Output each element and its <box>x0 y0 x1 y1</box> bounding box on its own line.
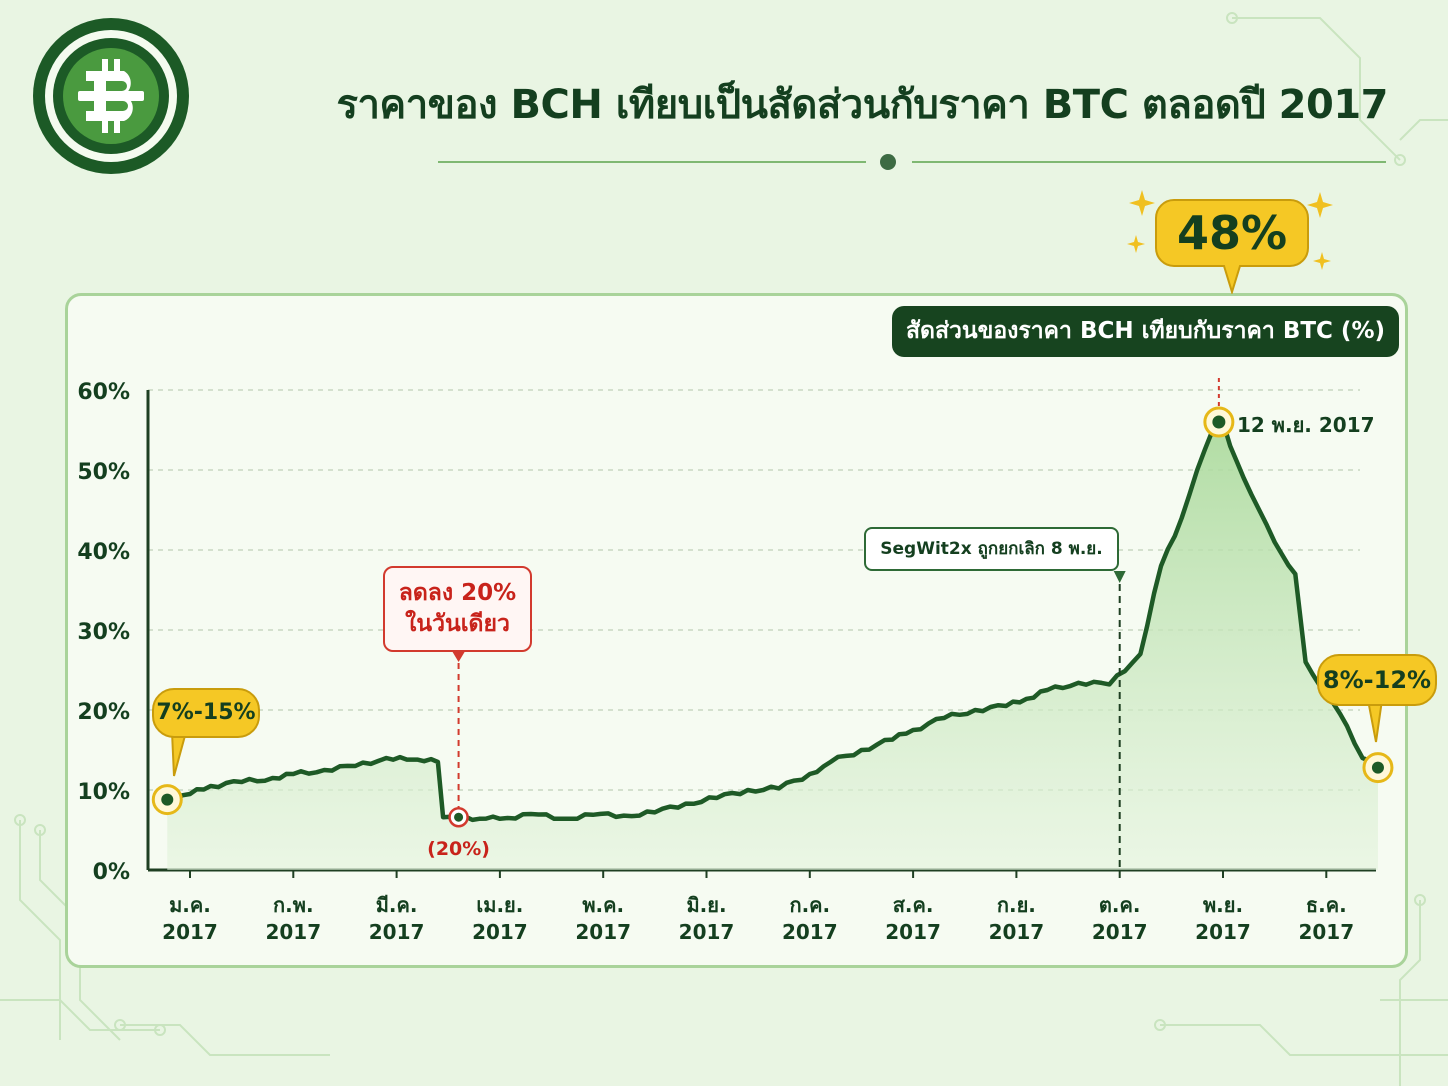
end-range-callout: 8%-12% <box>1317 654 1437 706</box>
x-tick-label-year: 2017 <box>885 920 941 944</box>
y-tick-label: 0% <box>93 860 130 885</box>
highlight-bubble <box>1155 199 1309 294</box>
peak-marker-dot <box>1212 415 1226 429</box>
x-tick-label-month: พ.ย. <box>1203 893 1243 917</box>
x-tick-label-year: 2017 <box>162 920 218 944</box>
segwit-event-pointer <box>1113 571 1126 583</box>
drop-event-pointer <box>452 652 465 662</box>
y-tick-label: 40% <box>77 540 130 565</box>
x-tick-label-year: 2017 <box>472 920 528 944</box>
drop-marker-dot <box>454 812 464 822</box>
start-range-callout: 7%-15% <box>152 688 260 738</box>
y-tick-label: 60% <box>77 380 130 405</box>
x-tick-label-month: ต.ค. <box>1099 893 1141 917</box>
highlight-value: 48% <box>1176 206 1288 260</box>
x-tick-label-month: ก.ย. <box>997 893 1036 917</box>
x-tick-label-year: 2017 <box>989 920 1045 944</box>
x-tick-label-month: ม.ค. <box>169 893 211 917</box>
x-tick-label-year: 2017 <box>265 920 321 944</box>
x-tick-label-year: 2017 <box>1092 920 1148 944</box>
y-tick-label: 30% <box>77 620 130 645</box>
x-tick-label-year: 2017 <box>782 920 838 944</box>
x-tick-label-year: 2017 <box>1195 920 1251 944</box>
segwit-note: SegWit2x ถูกยกเลิก 8 พ.ย. <box>864 527 1119 571</box>
x-tick-label-year: 2017 <box>679 920 735 944</box>
drop-value-label: (20%) <box>427 838 490 860</box>
series-line <box>167 419 1380 823</box>
end-marker-dot <box>1371 761 1384 774</box>
x-tick-label-month: ก.พ. <box>273 893 314 917</box>
series-area-fill <box>167 422 1378 870</box>
x-tick-label-year: 2017 <box>369 920 425 944</box>
drop-note: ลดลง 20% ในวันเดียว <box>383 566 532 652</box>
x-tick-label-month: พ.ค. <box>582 893 624 917</box>
page-title: ราคาของ BCH เทียบเป็นสัดส่วนกับราคา BTC … <box>336 82 1388 128</box>
bitcoin-cash-logo-icon <box>33 18 189 174</box>
y-tick-label: 10% <box>77 780 130 805</box>
y-tick-label: 20% <box>77 700 130 725</box>
start-marker-dot <box>161 793 174 806</box>
x-tick-label-month: ส.ค. <box>893 893 934 917</box>
drop-note-line1: ลดลง 20% <box>398 580 517 606</box>
x-tick-label-month: เม.ย. <box>476 893 523 917</box>
x-tick-label-year: 2017 <box>1298 920 1354 944</box>
x-tick-label-month: มี.ค. <box>376 893 418 917</box>
series-label-badge: สัดส่วนของราคา BCH เทียบกับราคา BTC (%) <box>892 306 1399 357</box>
sparkle-icon <box>1127 190 1333 270</box>
drop-note-line2: ในวันเดียว <box>405 611 510 637</box>
peak-date-label: 12 พ.ย. 2017 <box>1237 413 1375 437</box>
title-divider <box>438 154 1386 170</box>
callout-pointer-start <box>170 732 188 777</box>
y-tick-label: 50% <box>77 460 130 485</box>
x-tick-label-month: มิ.ย. <box>686 893 726 917</box>
callout-pointer-end <box>1366 700 1384 743</box>
x-tick-label-year: 2017 <box>575 920 631 944</box>
x-tick-label-month: ก.ค. <box>789 893 830 917</box>
x-tick-label-month: ธ.ค. <box>1306 893 1347 917</box>
